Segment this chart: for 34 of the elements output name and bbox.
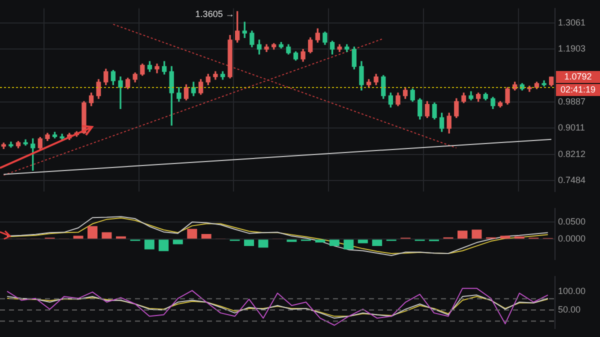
bar	[172, 240, 183, 244]
bar	[514, 236, 524, 239]
y-tick-label: 0.0000	[558, 234, 586, 244]
bar	[73, 236, 84, 239]
bar	[116, 236, 126, 239]
bar	[102, 232, 112, 239]
bar	[244, 240, 254, 246]
bar	[258, 240, 268, 248]
bar	[315, 240, 326, 243]
bar	[88, 226, 98, 239]
y-tick-label: 0.9011	[558, 122, 585, 133]
y-tick-label: 1.3061	[558, 17, 586, 28]
bar	[158, 240, 169, 252]
bar	[201, 234, 212, 239]
bar	[144, 240, 154, 250]
bar	[329, 240, 340, 246]
y-tick-label: 50.00	[558, 304, 581, 314]
bar	[344, 240, 354, 250]
annotation: 1.3605 →	[195, 8, 234, 19]
bar	[358, 240, 368, 244]
candlestick	[118, 76, 123, 109]
y-tick-label: 1.1903	[558, 44, 586, 54]
y-tick-label: 0.9887	[558, 96, 586, 106]
bar	[458, 230, 468, 239]
text: 1.0792	[564, 71, 592, 82]
y-tick-label: 0.8212	[558, 148, 586, 159]
y-tick-label: 0.7484	[558, 175, 586, 186]
y-tick-label: 100.00	[558, 286, 586, 296]
bar	[472, 230, 482, 239]
y-tick-label: 0.0500	[558, 216, 586, 227]
bar	[500, 236, 510, 239]
text: 02:41:19	[560, 84, 596, 94]
bar	[372, 240, 382, 246]
bar	[187, 228, 198, 239]
